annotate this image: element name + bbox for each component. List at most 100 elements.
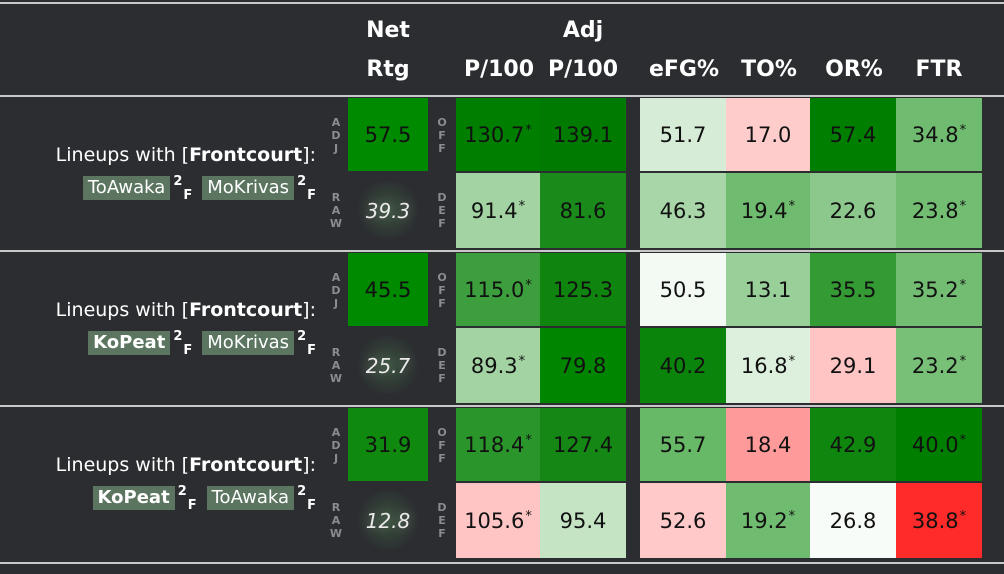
off-label-letter: F — [438, 284, 446, 297]
net-rating-adj: 31.9 — [348, 408, 428, 481]
raw-label-letter: A — [331, 204, 341, 217]
def-efg-cell: 40.2 — [640, 328, 726, 403]
player-chips: ToAwaka 2 F MoKrivas 2 F — [82, 174, 316, 203]
raw-label-letter: R — [331, 346, 341, 359]
significance-star: * — [525, 433, 532, 448]
adj-label-letter: D — [331, 284, 341, 297]
def-ftr-cell: 38.8 * — [896, 483, 982, 558]
raw-label-letter: A — [331, 514, 341, 527]
raw-label-letter: A — [331, 359, 341, 372]
player-name[interactable]: KoPeat — [88, 331, 171, 355]
off-label-letter: F — [438, 297, 446, 310]
significance-star: * — [788, 354, 796, 369]
off-ftr-cell: 35.2 * — [896, 253, 982, 326]
off-to-cell: 13.1 — [726, 253, 810, 326]
def-or-cell: 26.8 — [810, 483, 896, 558]
off-p100-cell: 130.7 * — [456, 98, 540, 171]
significance-star: * — [959, 278, 967, 293]
net-raw-glow — [353, 181, 423, 239]
player-name[interactable]: MoKrivas — [202, 331, 295, 355]
off-to-value: 18.4 — [744, 432, 792, 457]
def-ftr-cell: 23.2 * — [896, 328, 982, 403]
off-or-cell: 57.4 — [810, 98, 896, 171]
def-p100-value: 89.3 — [470, 353, 518, 378]
rule-2 — [0, 250, 1004, 252]
off-efg-cell: 50.5 — [640, 253, 726, 326]
player-name[interactable]: ToAwaka — [206, 486, 295, 510]
rule-3 — [0, 405, 1004, 407]
net-rating-raw: 25.7 — [365, 353, 411, 378]
off-label-letter: F — [438, 452, 446, 465]
off-p100-value: 115.0 — [464, 277, 525, 302]
title-prefix: Lineups with [ — [55, 299, 190, 321]
adj-label-letter: A — [331, 271, 341, 284]
player-chip[interactable]: ToAwaka 2 F — [82, 174, 193, 203]
player-chips: KoPeat 2 F MoKrivas 2 F — [88, 329, 316, 358]
def-p100-value: 91.4 — [470, 198, 518, 223]
player-chip[interactable]: MoKrivas 2 F — [202, 329, 316, 358]
player-name[interactable]: KoPeat — [92, 486, 175, 510]
significance-star: * — [788, 509, 796, 524]
player-position: F — [183, 188, 193, 203]
raw-label-letter: R — [331, 501, 341, 514]
off-or-value: 42.9 — [829, 432, 877, 457]
significance-star: * — [788, 199, 796, 214]
def-efg-cell: 52.6 — [640, 483, 726, 558]
player-chip[interactable]: KoPeat 2 F — [88, 330, 192, 358]
adj-label-letter: J — [333, 452, 339, 465]
net-rating-adj: 45.5 — [348, 253, 428, 326]
off-ftr-cell: 34.8 * — [896, 98, 982, 171]
player-count: 2 — [297, 484, 307, 499]
significance-star: * — [959, 433, 967, 448]
player-chip[interactable]: MoKrivas 2 F — [202, 175, 316, 203]
player-count: 2 — [173, 174, 183, 189]
off-or-cell: 42.9 — [810, 408, 896, 481]
title-prefix: Lineups with [ — [55, 144, 190, 166]
def-efg-value: 40.2 — [659, 353, 707, 378]
off-label-letter: F — [438, 439, 446, 452]
off-p100-cell: 118.4 * — [456, 408, 540, 481]
def-efg-value: 46.3 — [659, 198, 707, 223]
significance-star: * — [525, 278, 532, 293]
def-adj-value: 95.4 — [559, 508, 607, 533]
player-name[interactable]: MoKrivas — [202, 176, 295, 200]
off-label-letter: O — [437, 426, 447, 439]
lineup-title: Lineups with [Frontcourt]: — [56, 299, 316, 321]
player-count: 2 — [297, 329, 307, 344]
def-label-letter: F — [438, 217, 446, 230]
def-adj-value: 81.6 — [559, 198, 607, 223]
def-ftr-value: 38.8 — [911, 508, 959, 533]
significance-star: * — [959, 509, 967, 524]
def-ftr-cell: 23.8 * — [896, 173, 982, 248]
lineup-title: Lineups with [Frontcourt]: — [56, 454, 316, 476]
off-to-cell: 17.0 — [726, 98, 810, 171]
def-label-letter: D — [437, 501, 447, 514]
adj-label-letter: D — [331, 129, 341, 142]
player-name[interactable]: ToAwaka — [82, 176, 171, 200]
player-count: 2 — [177, 484, 187, 499]
title-suffix: ]: — [302, 144, 316, 166]
ftr-header: FTR — [915, 57, 963, 82]
player-position: F — [307, 343, 316, 358]
player-chip[interactable]: ToAwaka 2 F — [206, 484, 316, 513]
efg-header: eFG% — [648, 57, 720, 82]
def-to-value: 19.4 — [740, 198, 788, 223]
player-chip[interactable]: KoPeat 2 F — [92, 484, 197, 513]
def-or-value: 26.8 — [829, 508, 877, 533]
title-suffix: ]: — [302, 299, 316, 321]
net-rating-raw: 39.3 — [365, 198, 411, 223]
off-or-cell: 35.5 — [810, 253, 896, 326]
off-efg-value: 51.7 — [659, 122, 707, 147]
adj-label-letter: D — [331, 439, 341, 452]
